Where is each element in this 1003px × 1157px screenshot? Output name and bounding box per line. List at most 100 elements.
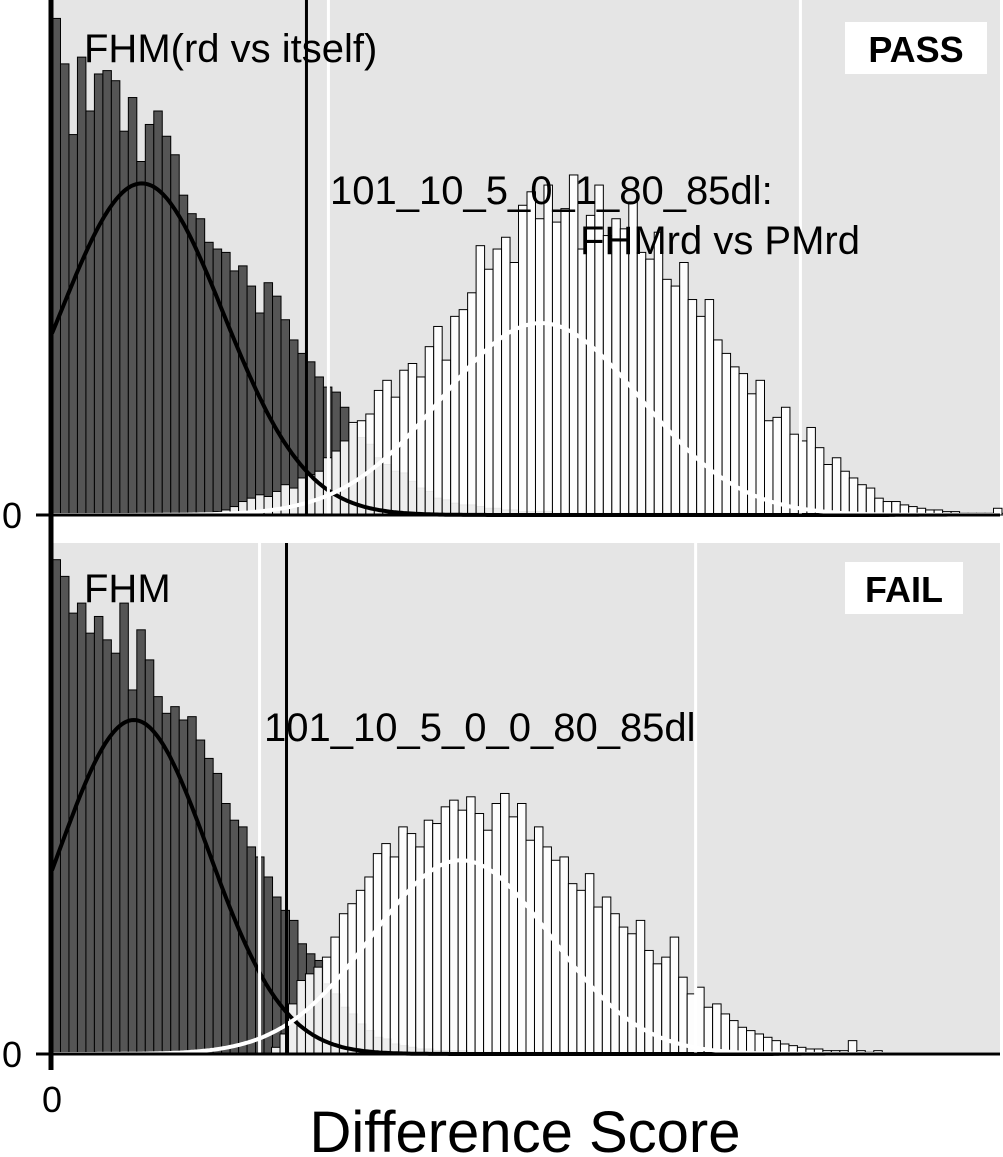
bar-comparison <box>304 973 315 1055</box>
bar-reference <box>255 312 265 516</box>
bar-comparison <box>679 262 689 516</box>
bar-reference <box>136 629 146 1055</box>
bar-comparison <box>720 1013 731 1055</box>
bar-comparison <box>423 819 434 1055</box>
bar-comparison <box>823 464 833 516</box>
bar-comparison <box>635 919 646 1055</box>
bar-comparison <box>457 809 468 1055</box>
bar-comparison <box>713 339 723 516</box>
bar-comparison <box>407 363 418 516</box>
bar-comparison <box>458 309 469 516</box>
bar-reference <box>238 265 248 516</box>
bar-reference <box>93 73 104 516</box>
bar-comparison <box>450 315 460 516</box>
bar-comparison <box>280 484 290 516</box>
bar-comparison <box>364 876 374 1055</box>
mid-series-label-line1: 101_10_5_0_0_80_85dl <box>264 706 696 750</box>
bar-comparison <box>857 484 867 516</box>
bar-comparison <box>746 1030 756 1055</box>
bar-comparison <box>627 933 637 1055</box>
bar-comparison <box>662 278 672 516</box>
bar-comparison <box>372 853 383 1055</box>
bar-reference <box>263 876 274 1055</box>
bar-comparison <box>331 450 341 516</box>
bar-comparison <box>474 813 485 1055</box>
bar-reference <box>221 803 231 1055</box>
bar-comparison <box>840 470 850 516</box>
bar-comparison <box>865 487 876 516</box>
bar-comparison <box>484 268 494 516</box>
bar-comparison <box>508 816 519 1055</box>
bar-comparison <box>389 856 400 1055</box>
y-tick-label: 0 <box>2 495 22 536</box>
bar-comparison <box>492 248 503 516</box>
bar-comparison <box>653 231 664 516</box>
bar-comparison <box>517 803 527 1055</box>
bar-comparison <box>365 413 375 516</box>
bar-comparison <box>432 823 442 1055</box>
bar-reference <box>204 757 214 1055</box>
bar-comparison <box>602 235 613 516</box>
left-series-label: FHM(rd vs itself) <box>84 27 377 71</box>
bar-reference <box>136 161 146 516</box>
pass-badge-box <box>845 22 987 74</box>
bar-comparison <box>703 1006 714 1055</box>
bar-comparison <box>467 292 477 516</box>
bar-reference <box>68 134 78 516</box>
fail-badge-box <box>845 562 963 614</box>
bar-comparison <box>730 366 740 516</box>
reference-lines <box>326 0 802 515</box>
bar-comparison <box>560 208 570 516</box>
bar-reference <box>195 739 206 1055</box>
bar-comparison <box>347 903 357 1055</box>
bar-comparison <box>390 396 401 516</box>
bar-comparison <box>406 833 417 1055</box>
bar-comparison <box>433 325 443 516</box>
bar-reference <box>229 819 240 1055</box>
bar-comparison <box>475 245 486 516</box>
bar-comparison <box>338 913 349 1055</box>
bar-comparison <box>789 433 799 516</box>
bar-comparison <box>601 896 612 1055</box>
bar-reference <box>102 70 112 516</box>
bar-reference <box>229 270 240 516</box>
bar-comparison <box>696 315 706 516</box>
bar-comparison <box>712 1003 722 1055</box>
bar-comparison <box>645 258 655 516</box>
bar-reference <box>119 602 129 1055</box>
bar-comparison <box>491 803 502 1055</box>
x-tick-label: 0 <box>42 1079 62 1120</box>
bar-comparison <box>525 839 535 1055</box>
bar-comparison <box>500 792 510 1055</box>
bar-reference <box>127 689 138 1055</box>
bar-comparison <box>577 248 587 516</box>
fail-badge: FAIL <box>865 569 943 610</box>
bar-comparison <box>619 228 630 516</box>
bar-reference <box>93 615 104 1055</box>
left-series-label: FHM <box>84 567 171 611</box>
bar-reference <box>153 110 163 516</box>
bar-comparison <box>339 440 350 516</box>
bar-comparison <box>355 889 366 1055</box>
bar-comparison <box>772 416 782 516</box>
bar-reference <box>85 632 95 1055</box>
bar-comparison <box>534 218 545 516</box>
panel-fail: FHM 101_10_5_0_0_80_85dl FAIL 0 <box>2 543 1000 1075</box>
reference-lines <box>258 543 698 1054</box>
bar-reference <box>161 712 172 1055</box>
bar-comparison <box>501 236 511 516</box>
bar-comparison <box>526 191 536 516</box>
bar-comparison <box>382 379 392 516</box>
bar-reference <box>263 282 274 516</box>
bar-comparison <box>704 299 715 516</box>
bar-comparison <box>356 420 367 516</box>
bar-comparison <box>780 406 791 516</box>
bar-reference <box>85 110 95 516</box>
bar-comparison <box>288 487 299 516</box>
bar-comparison <box>610 913 620 1055</box>
bar-reference <box>187 716 197 1055</box>
bar-comparison <box>440 806 451 1055</box>
bar-comparison <box>754 1033 764 1055</box>
bar-reference <box>102 639 112 1055</box>
